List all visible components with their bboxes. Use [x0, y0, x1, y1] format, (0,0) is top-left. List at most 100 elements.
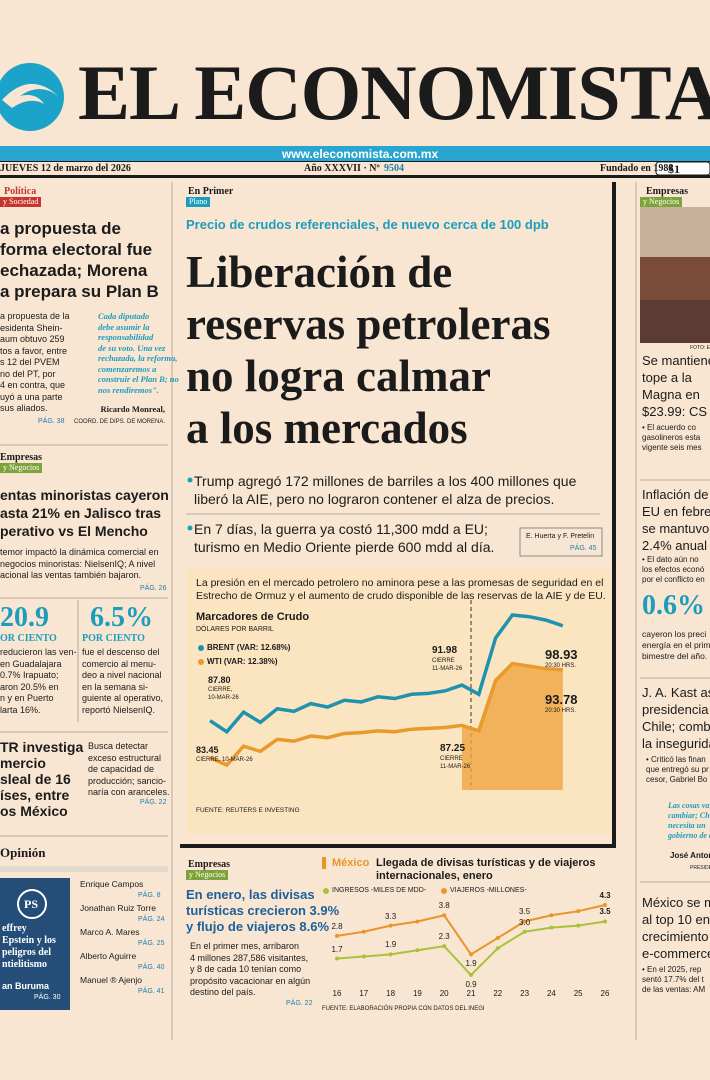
issue-number: 9504 — [384, 163, 404, 174]
body: • Criticó las finan — [646, 755, 706, 764]
body: gasolineros esta — [642, 433, 701, 442]
body: y 8 de cada 10 tenían como — [190, 964, 302, 974]
masthead-url: www.eleconomista.com.mx — [281, 147, 439, 161]
data-label: 3.3 — [385, 911, 397, 921]
columnist: Enrique Campos — [80, 879, 144, 889]
annotation-value: 83.45 — [196, 745, 219, 755]
headline: México se m — [642, 895, 710, 910]
quote: construir el Plan B; no — [98, 374, 179, 384]
section-tag: y Negocios — [0, 463, 43, 473]
section-label: Empresas — [188, 859, 231, 870]
area — [462, 663, 563, 790]
byline: E. Huerta y F. Pretelin — [526, 533, 595, 540]
page-ref: PÁG. 38 — [38, 418, 65, 425]
page-ref: PÁG. 8 — [138, 892, 161, 899]
headline: e-commerce — [642, 946, 710, 961]
section-label: Empresas — [646, 186, 689, 197]
x-tick-label: 25 — [573, 989, 583, 998]
body: no del PT, por — [0, 368, 56, 379]
annotation-note: CIERRE, 10-MAR-26 — [196, 757, 253, 763]
point — [442, 944, 447, 949]
legend-entry: INGRESOS -MILES DE MDD- — [332, 887, 427, 894]
body: En el primer mes, arribaron — [190, 941, 300, 951]
quote-role: COORD. DE DIPS. DE MORENA. — [73, 419, 165, 425]
chart-subtitle: DÓLARES POR BARRIL — [196, 626, 274, 633]
body: cesor, Gabriel Bo — [646, 775, 708, 784]
headline: perativo vs El Mencho — [0, 523, 148, 539]
body: los efectos econó — [642, 565, 705, 574]
body: guiente al operativo, — [82, 693, 164, 703]
point — [388, 952, 393, 957]
quote: Cada diputado — [98, 311, 150, 321]
stat-unit: POR CIENTO — [82, 633, 145, 644]
headline: sleal de 16 — [0, 771, 71, 787]
headline: mercio — [0, 755, 46, 771]
body: reportó NielsenIQ. — [82, 704, 156, 715]
headline: EU en febrer — [642, 504, 710, 519]
headline: íses, entre — [0, 787, 70, 803]
page-ref: PÁG. 30 — [34, 994, 61, 1001]
opinion-rule — [0, 866, 168, 872]
legend-dot — [323, 888, 329, 894]
headline: la inseguridad — [642, 736, 710, 751]
point — [603, 919, 607, 924]
point — [415, 948, 420, 953]
annotation-value: 87.80 — [208, 675, 231, 685]
point — [442, 913, 447, 918]
quote-author: José Antoni — [670, 851, 710, 860]
columnist: Marco A. Mares — [80, 927, 140, 937]
x-tick-label: 16 — [332, 989, 342, 998]
quote: rechazada, la reforma, — [98, 353, 178, 363]
body: energía en el prim — [642, 640, 710, 650]
headline: 2.4% anual — [642, 538, 708, 553]
body: tos a favor, entre — [0, 345, 68, 356]
rule — [0, 161, 710, 162]
annotation-value: 91.98 — [432, 645, 458, 656]
headline: a los mercados — [186, 403, 468, 453]
headline: Chile; comba — [642, 719, 710, 734]
bullet-text: turismo en Medio Oriente pierde 600 mdd … — [194, 539, 495, 555]
price-box — [655, 161, 710, 176]
section-tag: y Negocios — [186, 870, 229, 880]
section-tag: Plano — [186, 197, 211, 207]
feature-title: effrey — [2, 923, 27, 934]
x-tick-label: 24 — [546, 989, 556, 998]
data-label: 1.9 — [385, 940, 397, 950]
data-label: 3.5 — [599, 907, 611, 917]
price: $1 — [668, 162, 680, 176]
ps-badge — [17, 889, 47, 919]
point — [469, 952, 473, 957]
body: cayeron los preci — [642, 629, 707, 639]
chart-caption: Estrecho de Ormuz y el aumento de crudo … — [196, 590, 606, 602]
legend-dot — [198, 645, 204, 651]
body: sentó 17.7% del t — [642, 975, 704, 984]
point — [495, 935, 500, 940]
body: temor impactó la dinámica comercial en — [0, 547, 159, 557]
quote: cambiar; Ch — [668, 811, 710, 820]
point — [549, 913, 554, 918]
headline: reservas petroleras — [186, 299, 551, 349]
data-label: 3.5 — [519, 907, 531, 917]
section-label: Opinión — [0, 845, 46, 860]
body: deo a nivel nacional — [82, 670, 162, 680]
quote: de su voto. Una vez — [98, 342, 166, 353]
headline: Magna en — [642, 387, 700, 402]
annotation-note: 11-MAR-26 — [440, 764, 471, 770]
headline: a prepara su Plan B — [0, 282, 159, 301]
line — [209, 613, 564, 735]
legend-entry: WTI (VAR: 12.38%) — [207, 657, 278, 666]
body: propósito vacacionar en algún — [190, 975, 311, 986]
feature-title: ntielitismo — [2, 959, 47, 970]
headline: $23.99: CS — [642, 404, 708, 419]
bullet — [187, 477, 193, 483]
bullet-text: liberó la AIE, pero no lograron contener… — [194, 491, 555, 507]
page-ref: PÁG. 25 — [138, 940, 165, 947]
legend-entry: BRENT (VAR: 12.68%) — [207, 643, 291, 652]
data-label: 1.9 — [465, 959, 477, 969]
chart-title: Llegada de divisas turísticas y de viaje… — [376, 857, 596, 869]
headline: Liberación de — [186, 247, 453, 297]
headline: echazada; Morena — [0, 261, 148, 280]
bullet-text: Trump agregó 172 millones de barriles a … — [194, 473, 577, 489]
body: naría con aranceles. — [88, 787, 170, 797]
body: Busca detectar — [88, 741, 149, 751]
